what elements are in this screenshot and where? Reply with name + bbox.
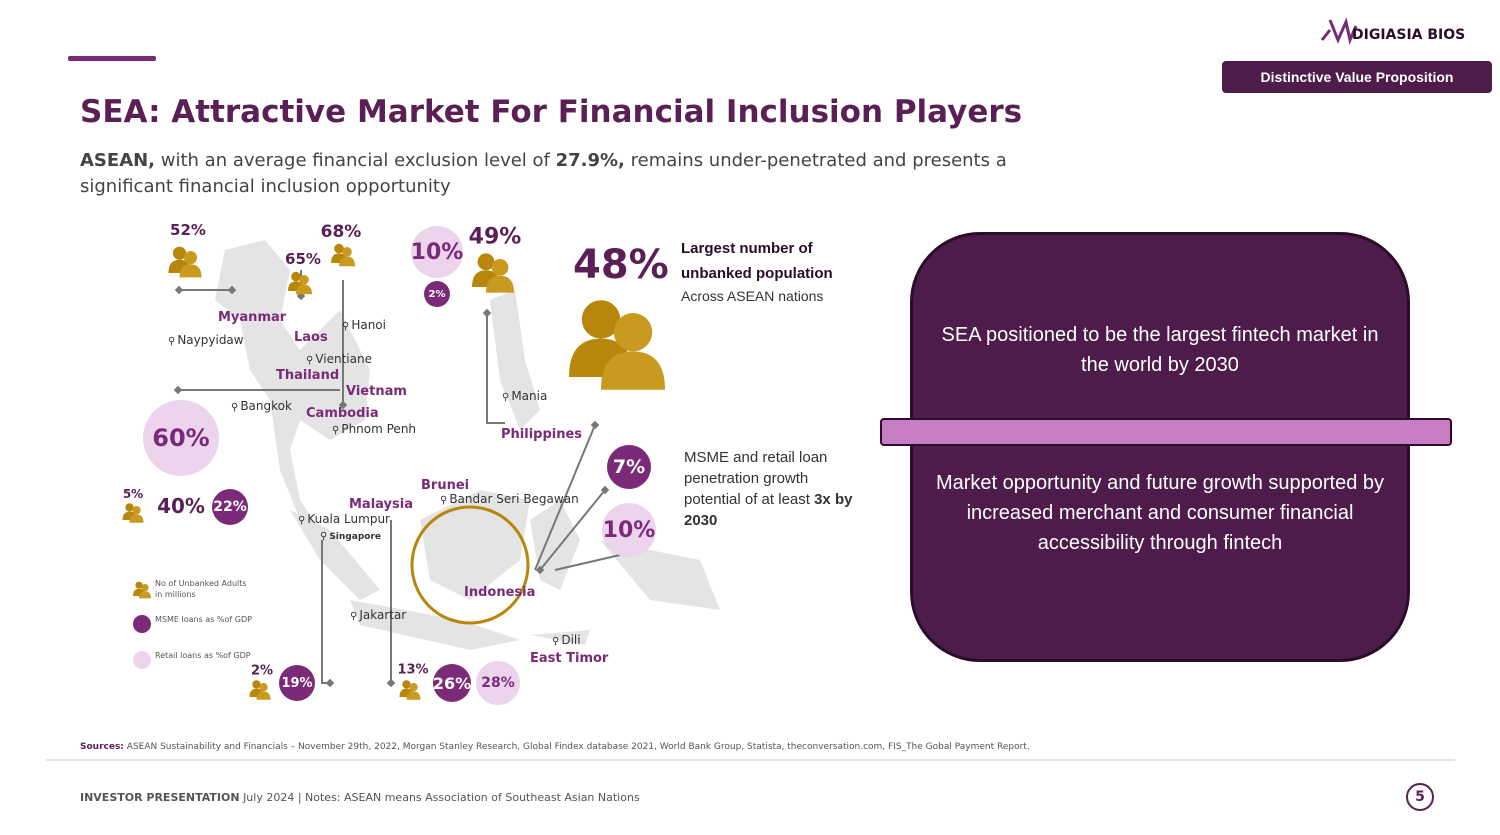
growth-text: MSME and retail loan penetration growth … — [684, 449, 828, 508]
accent-bar — [68, 56, 156, 61]
stat-label: 68% — [320, 222, 362, 242]
badge: Distinctive Value Proposition — [1222, 61, 1492, 93]
panel-divider — [880, 418, 1452, 446]
panel-bottom: Market opportunity and future growth sup… — [935, 472, 1385, 554]
legend-swatch — [133, 651, 151, 669]
city-label: Mania — [502, 389, 547, 403]
stat-circle: 7% — [607, 445, 651, 489]
subtitle: ASEAN, with an average financial exclusi… — [80, 148, 1080, 200]
country-label: Malaysia — [349, 497, 413, 512]
country-label: Cambodia — [306, 406, 379, 421]
country-label: Philippines — [501, 427, 583, 442]
stat-circle: 19% — [279, 665, 315, 701]
country-label: Laos — [294, 330, 328, 345]
stat-circle: 10% — [411, 226, 463, 278]
city-label: Kuala Lumpur — [298, 512, 390, 526]
city-label: Phnom Penh — [332, 422, 416, 436]
sources-text: ASEAN Sustainability and Financials – No… — [126, 742, 1030, 752]
legend-label: MSME loans as %of GDP — [155, 615, 252, 624]
city-label: Bandar Seri Begawan — [440, 492, 578, 506]
growth-note: MSME and retail loan penetration growth … — [684, 447, 859, 531]
legend-label: Retail loans as %of GDP — [155, 651, 251, 660]
country-label: Vietnam — [346, 384, 407, 399]
subtitle-text: with an average financial exclusion leve… — [160, 150, 550, 171]
stat-label: 65% — [285, 250, 321, 268]
panel-top: SEA positioned to be the largest fintech… — [941, 324, 1379, 376]
stat-circle: 2% — [424, 281, 450, 307]
page-ring — [1406, 783, 1434, 811]
country-label: Myanmar — [218, 310, 287, 325]
title: SEA: Attractive Market For Financial Inc… — [80, 94, 1023, 130]
city-label: Singapore — [320, 531, 381, 542]
country-label: Indonesia — [464, 585, 536, 600]
stat-label: 5% — [122, 487, 144, 501]
stat-circle: 22% — [212, 489, 248, 525]
city-label: Dili — [552, 633, 580, 647]
stat-circle: 10% — [602, 503, 656, 557]
city-label: Bangkok — [231, 399, 292, 413]
city-label: Naypyidaw — [168, 333, 243, 347]
stat-label: 13% — [397, 662, 429, 678]
growth-bold: 3x by 2030 — [684, 491, 853, 529]
sources: Sources: ASEAN Sustainability and Financ… — [80, 742, 1030, 752]
logo-mark — [1320, 17, 1358, 45]
footer-label: INVESTOR PRESENTATION — [80, 791, 240, 804]
page-number: 5 — [1415, 789, 1425, 805]
callout-sub: Across ASEAN nations — [681, 288, 824, 304]
country-label: East Timor — [530, 651, 609, 666]
logo: DIGIASIA BIOS — [1352, 27, 1466, 43]
city-label: Jakartar — [350, 608, 406, 622]
stat-label: 49% — [468, 224, 522, 250]
callout-title: Largest number of unbanked population — [681, 240, 833, 282]
subtitle-strong: 27.9%, — [555, 150, 625, 171]
city-label: Vientiane — [306, 352, 372, 366]
stat-circle: 60% — [143, 400, 219, 476]
subtitle-strong: ASEAN, — [80, 150, 156, 171]
legend-label: No of Unbanked Adults in millions — [155, 579, 247, 599]
subtitle-text: remains under-penetrated and presents a … — [80, 150, 1007, 197]
country-label: Thailand — [276, 368, 340, 383]
stat-circle: 26% — [433, 664, 471, 702]
indonesia-ring — [410, 505, 530, 625]
stat-circle: 28% — [476, 661, 520, 705]
stat-label: 40% — [157, 494, 205, 518]
footer: INVESTOR PRESENTATION July 2024 | Notes:… — [80, 791, 640, 804]
callout-value: 48% — [573, 242, 669, 288]
city-label: Hanoi — [342, 318, 386, 332]
legend-swatch — [133, 615, 151, 633]
footer-notes: July 2024 | Notes: ASEAN means Associati… — [243, 791, 640, 804]
stat-label: 52% — [170, 221, 206, 239]
sources-label: Sources: — [80, 742, 124, 752]
stat-label: 2% — [250, 663, 274, 679]
panel — [910, 232, 1410, 662]
country-label: Brunei — [421, 478, 470, 493]
